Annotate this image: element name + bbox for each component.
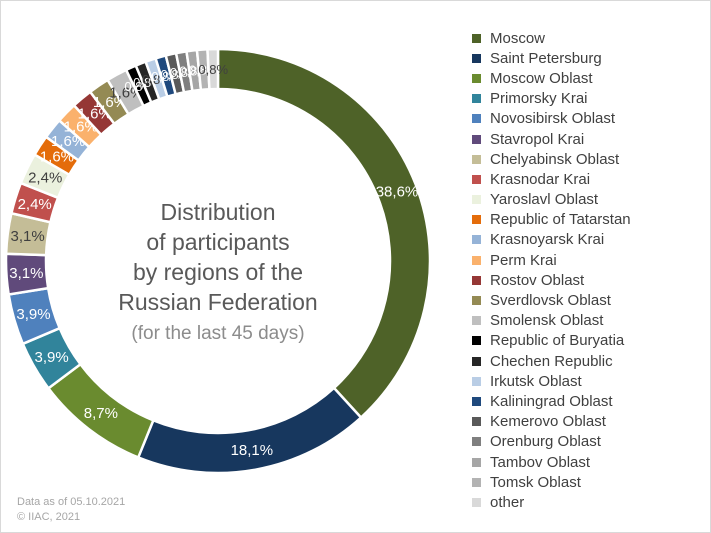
- legend-swatch: [472, 457, 481, 467]
- donut-chart: 38,6% 18,1% 8,7% 3,9% 3,9% 3,1% 3,1% 2,4% 2,4% 1,…: [4, 47, 432, 475]
- legend-item: Republic of Buryatia: [472, 331, 631, 351]
- legend-label: Kemerovo Oblast: [490, 413, 606, 431]
- legend-swatch: [472, 215, 481, 225]
- legend-swatch: [472, 235, 481, 245]
- legend-swatch: [472, 477, 481, 487]
- legend-label: Tomsk Oblast: [490, 473, 581, 491]
- legend-swatch: [472, 154, 481, 164]
- legend-item: Moscow Oblast: [472, 68, 631, 88]
- legend-swatch: [472, 33, 481, 43]
- legend-swatch: [472, 376, 481, 386]
- title-line-1: Distribution: [160, 199, 276, 225]
- legend-label: Moscow: [490, 29, 546, 47]
- legend-item: Krasnodar Krai: [472, 169, 631, 189]
- legend-swatch: [472, 255, 481, 265]
- title-line-3: by regions of the: [132, 259, 304, 285]
- legend-item: Kemerovo Oblast: [472, 412, 631, 432]
- legend-label: Sverdlovsk Oblast: [490, 292, 611, 310]
- slice-data-label: 2,4%: [28, 169, 62, 186]
- legend-swatch: [472, 174, 481, 184]
- legend-swatch: [472, 114, 481, 124]
- slice-data-label: 3,1%: [9, 265, 43, 282]
- legend-item: Saint Petersburg: [472, 48, 631, 68]
- legend-swatch: [472, 336, 481, 346]
- legend-item: Chechen Republic: [472, 351, 631, 371]
- legend-item: Rostov Oblast: [472, 270, 631, 290]
- legend-swatch: [472, 356, 481, 366]
- legend-label: Smolensk Oblast: [490, 312, 604, 330]
- legend-label: Moscow Oblast: [490, 69, 593, 87]
- legend-swatch: [472, 437, 481, 447]
- footer-note: Data as of 05.10.2021 © IIAC, 2021: [17, 495, 125, 525]
- legend-item: Novosibirsk Oblast: [472, 109, 631, 129]
- legend-item: Primorsky Krai: [472, 89, 631, 109]
- legend-item: other: [472, 492, 631, 512]
- legend-label: Chelyabinsk Oblast: [490, 150, 620, 168]
- slice-data-label: 8,7%: [84, 405, 118, 422]
- legend-swatch: [472, 195, 481, 205]
- legend-item: Yaroslavl Oblast: [472, 190, 631, 210]
- legend-label: Chechen Republic: [490, 352, 613, 370]
- legend-label: Krasnoyarsk Krai: [490, 231, 605, 249]
- slice-data-label: 2,4%: [18, 196, 52, 213]
- slice-data-label: 1,6%: [40, 149, 74, 166]
- legend-swatch: [472, 316, 481, 326]
- footer-date: Data as of 05.10.2021: [17, 496, 126, 508]
- slice-data-label: 38,6%: [376, 184, 419, 201]
- legend-swatch: [472, 296, 481, 306]
- footer-copyright: © IIAC, 2021: [17, 511, 81, 523]
- legend-item: Tomsk Oblast: [472, 472, 631, 492]
- chart-title: Distribution of participants by regions …: [103, 197, 333, 351]
- legend-item: Smolensk Oblast: [472, 311, 631, 331]
- legend-swatch: [472, 417, 481, 427]
- legend-label: Republic of Tatarstan: [490, 211, 631, 229]
- legend-item: Irkutsk Oblast: [472, 371, 631, 391]
- legend-swatch: [472, 73, 481, 83]
- legend-swatch: [472, 94, 481, 104]
- legend-label: Saint Petersburg: [490, 49, 602, 67]
- legend-label: Rostov Oblast: [490, 271, 585, 289]
- legend-item: Krasnoyarsk Krai: [472, 230, 631, 250]
- chart-subtitle: (for the last 45 days): [131, 323, 305, 344]
- title-line-2: of participants: [146, 229, 290, 255]
- legend-item: Perm Krai: [472, 250, 631, 270]
- legend-swatch: [472, 396, 481, 406]
- legend-label: Orenburg Oblast: [490, 433, 601, 451]
- slice-data-label: 3,9%: [35, 349, 69, 366]
- legend-label: Stavropol Krai: [490, 130, 585, 148]
- donut-slice: [206, 47, 220, 91]
- legend-label: Perm Krai: [490, 251, 557, 269]
- legend-label: Irkutsk Oblast: [490, 372, 582, 390]
- legend-label: Kaliningrad Oblast: [490, 392, 613, 410]
- donut-slice: [136, 386, 363, 475]
- legend-label: other: [490, 493, 525, 511]
- legend-item: Tambov Oblast: [472, 452, 631, 472]
- slice-data-label: 18,1%: [231, 442, 274, 459]
- legend-swatch: [472, 53, 481, 63]
- legend-item: Sverdlovsk Oblast: [472, 290, 631, 310]
- legend-item: Chelyabinsk Oblast: [472, 149, 631, 169]
- legend-label: Novosibirsk Oblast: [490, 110, 616, 128]
- legend-item: Republic of Tatarstan: [472, 210, 631, 230]
- legend-label: Republic of Buryatia: [490, 332, 625, 350]
- legend-swatch: [472, 275, 481, 285]
- title-line-4: Russian Federation: [118, 289, 318, 315]
- slice-data-label: 0,8%: [198, 62, 228, 77]
- legend-item: Kaliningrad Oblast: [472, 391, 631, 411]
- legend-label: Yaroslavl Oblast: [490, 191, 599, 209]
- legend-swatch: [472, 497, 481, 507]
- legend-label: Tambov Oblast: [490, 453, 591, 471]
- slice-data-label: 3,1%: [11, 228, 45, 245]
- slice-data-label: 3,9%: [16, 306, 50, 323]
- legend-label: Primorsky Krai: [490, 90, 588, 108]
- legend: Moscow Saint Petersburg Moscow Oblast Primo…: [472, 28, 631, 513]
- legend-item: Stavropol Krai: [472, 129, 631, 149]
- legend-item: Moscow: [472, 28, 631, 48]
- legend-swatch: [472, 134, 481, 144]
- legend-label: Krasnodar Krai: [490, 170, 591, 188]
- legend-item: Orenburg Oblast: [472, 432, 631, 452]
